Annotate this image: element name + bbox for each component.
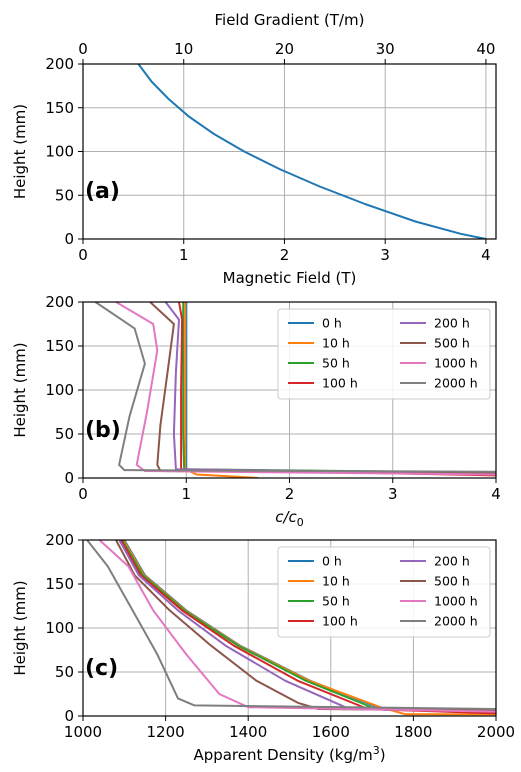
legend-label: 500 h (434, 574, 470, 589)
y-tick-label: 150 (45, 575, 74, 593)
series-line-2000h (94, 302, 496, 473)
y-tick-label: 200 (45, 531, 74, 549)
x-tick-label: 1800 (394, 723, 432, 741)
y-axis-label: Height (mm) (11, 104, 29, 199)
legend: 0 h 10 h 50 h 100 h 200 h 500 h 1000 h 2000 h (277, 546, 491, 638)
x-axis-label: Magnetic Field (T) (223, 269, 357, 287)
x-tick-label: 2 (280, 246, 290, 264)
x2-tick-label: 10 (174, 40, 193, 58)
x-tick-label: 1600 (312, 723, 350, 741)
legend-label: 10 h (322, 574, 350, 589)
x2-tick-label: 30 (376, 40, 395, 58)
plot-frame (82, 63, 497, 240)
x-tick-label: 2 (285, 485, 295, 503)
y-tick-label: 0 (64, 469, 74, 487)
legend-box (277, 308, 491, 400)
y-tick-label: 0 (64, 707, 74, 725)
y-tick-label: 50 (55, 425, 74, 443)
x-tick-label: 1200 (147, 723, 185, 741)
x-tick-label: 1400 (229, 723, 267, 741)
y-axis-label: Height (mm) (11, 342, 29, 437)
panel-label: (c) (85, 656, 118, 681)
y-tick-label: 100 (45, 619, 74, 637)
legend-label: 100 h (322, 614, 358, 629)
x-axis-label: Apparent Density (kg/m3) (193, 744, 385, 764)
y-tick-label: 0 (64, 230, 74, 248)
plot-frame (82, 301, 497, 479)
y-tick-label: 200 (45, 293, 74, 311)
legend-label: 50 h (322, 356, 350, 371)
y-tick-label: 150 (45, 99, 74, 117)
x2-tick-label: 0 (78, 40, 88, 58)
panel-b: 0 1 2 3 4 0 50 100 150 200 (b) Height (mm) c/c0 0 h 10… (11, 293, 501, 529)
legend-label: 200 h (434, 316, 470, 331)
x-tick-label: 0 (78, 485, 88, 503)
series-line-2000h (86, 540, 496, 710)
x-tick-label: 4 (491, 485, 501, 503)
legend-label: 1000 h (434, 594, 478, 609)
x-tick-label: 3 (388, 485, 398, 503)
legend-label: 0 h (322, 554, 342, 569)
x-axis-label: c/c0 (275, 508, 304, 529)
x-tick-label: 2000 (477, 723, 515, 741)
y-tick-label: 100 (45, 381, 74, 399)
y-tick-label: 50 (55, 663, 74, 681)
series-line-0 (137, 64, 487, 239)
legend-label: 50 h (322, 594, 350, 609)
y-axis-label: Height (mm) (11, 580, 29, 675)
x2-tick-label: 40 (476, 40, 495, 58)
x-tick-label: 4 (481, 246, 491, 264)
y-tick-label: 100 (45, 143, 74, 161)
legend-box (277, 546, 491, 638)
legend-label: 2000 h (434, 376, 478, 391)
x-tick-label: 0 (78, 246, 88, 264)
legend-label: 10 h (322, 336, 350, 351)
x-tick-label: 1000 (64, 723, 102, 741)
legend-label: 100 h (322, 376, 358, 391)
y-tick-label: 150 (45, 337, 74, 355)
panel-label: (b) (85, 418, 121, 443)
series-line-1000h (98, 540, 496, 713)
legend-label: 2000 h (434, 614, 478, 629)
x-tick-label: 1 (179, 246, 189, 264)
x2-axis-label: Field Gradient (T/m) (215, 11, 365, 29)
x-tick-label: 1 (181, 485, 191, 503)
plot-frame (82, 539, 497, 717)
panel-c: 1000 1200 1400 1600 1800 2000 0 50 100 150 200 (c) H… (11, 531, 515, 764)
panel-label: (a) (85, 179, 120, 204)
legend-label: 0 h (322, 316, 342, 331)
legend: 0 h 10 h 50 h 100 h 200 h 500 h 1000 h 2000 h (277, 308, 491, 400)
legend-label: 1000 h (434, 356, 478, 371)
y-tick-label: 50 (55, 186, 74, 204)
y-tick-label: 200 (45, 55, 74, 73)
legend-label: 200 h (434, 554, 470, 569)
legend-label: 500 h (434, 336, 470, 351)
x2-tick-label: 20 (275, 40, 294, 58)
x-tick-label: 3 (380, 246, 390, 264)
